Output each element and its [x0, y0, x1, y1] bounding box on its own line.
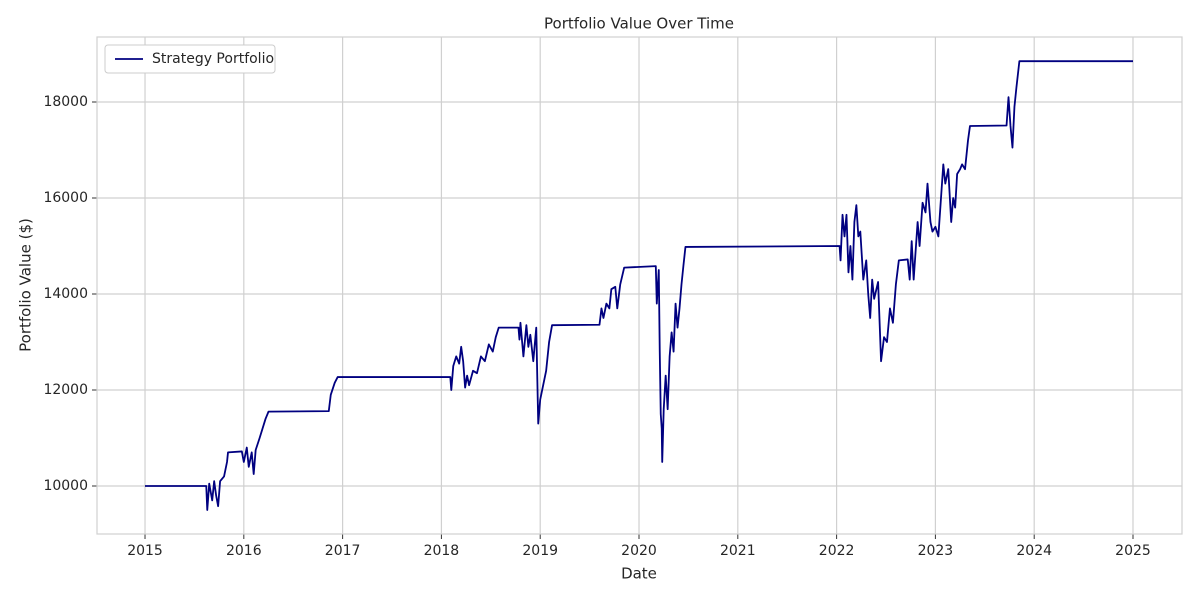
x-tick-label: 2019: [522, 543, 558, 559]
plot-frame: [96, 36, 1183, 535]
y-tick-label: 14000: [43, 286, 88, 302]
x-tick-label: 2015: [127, 543, 163, 559]
x-tick-label: 2016: [226, 543, 262, 559]
y-tick-label: 12000: [43, 382, 88, 398]
x-tick-label: 2022: [819, 543, 855, 559]
x-tick-label: 2023: [918, 543, 954, 559]
x-tick-label: 2017: [325, 543, 361, 559]
legend-label: Strategy Portfolio: [152, 51, 274, 67]
x-tick-label: 2020: [621, 543, 657, 559]
x-tick-label: 2024: [1016, 543, 1052, 559]
y-axis-label: Portfolio Value ($): [17, 218, 35, 352]
legend: Strategy Portfolio: [104, 44, 276, 74]
y-tick-label: 16000: [43, 190, 88, 206]
chart-title: Portfolio Value Over Time: [544, 15, 734, 33]
x-tick-label: 2025: [1115, 543, 1151, 559]
line-series: [145, 60, 1133, 511]
x-tick-label: 2018: [424, 543, 460, 559]
y-tick-label: 18000: [43, 94, 88, 110]
x-axis-label: Date: [621, 565, 657, 583]
x-tick-label: 2021: [720, 543, 756, 559]
legend-box: [104, 44, 276, 74]
y-tick-label: 10000: [43, 478, 88, 494]
